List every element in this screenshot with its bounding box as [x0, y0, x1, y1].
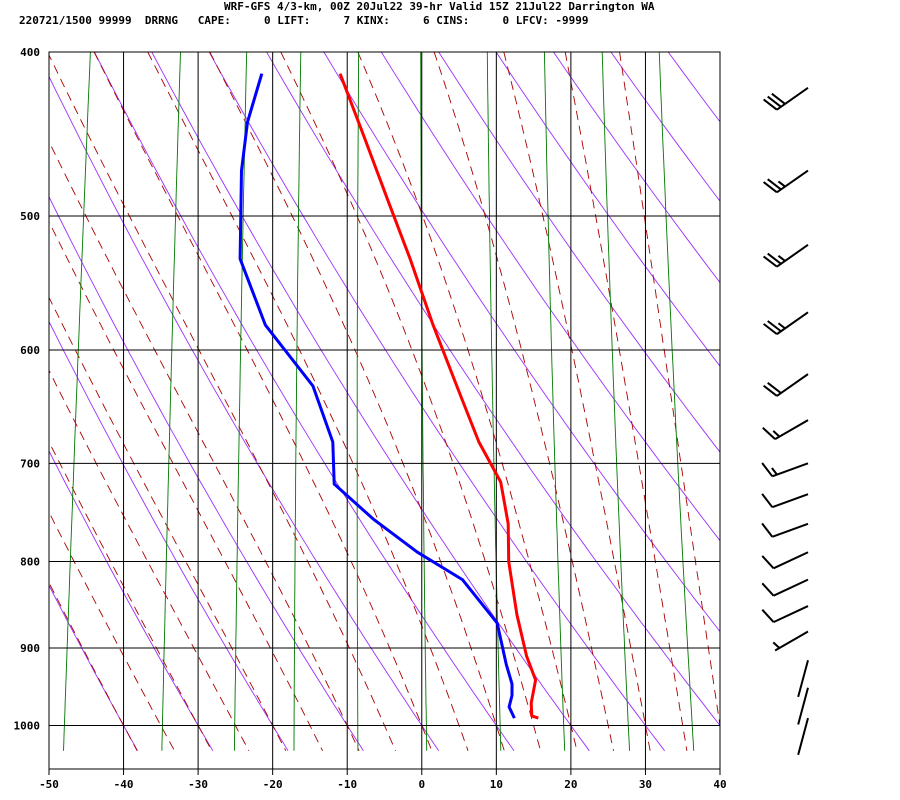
mixing-ratio-line: [293, 52, 302, 751]
dry-adiabat-line: [553, 52, 720, 284]
temperature-tick-label: -40: [114, 778, 134, 791]
plot-border: [48, 51, 721, 770]
sounding-traces: [238, 73, 539, 720]
wind-barbs: [761, 87, 809, 756]
pressure-tick-label: 800: [20, 555, 40, 568]
wind-barb: [761, 522, 809, 538]
isotherm-grid: [49, 52, 720, 769]
dry-adiabat-line: [266, 52, 720, 727]
dry-adiabat-line: [323, 52, 720, 633]
mixing-ratio-lines: [63, 52, 695, 751]
moist-adiabat-line: [503, 52, 651, 751]
moist-adiabat-line: [433, 52, 614, 751]
moist-adiabat-line: [49, 296, 287, 752]
moist-adiabat-line: [49, 581, 138, 752]
mixing-ratio-line: [601, 52, 630, 751]
mixing-ratio-line: [658, 52, 695, 751]
wind-barb: [762, 244, 809, 268]
moist-adiabat-line: [93, 52, 433, 751]
temperature-tick-label: 10: [490, 778, 503, 791]
moist-adiabat-line: [357, 52, 578, 751]
moist-adiabat-line: [49, 220, 324, 752]
dry-adiabat-line: [610, 52, 720, 202]
dry-adiabat-line: [438, 52, 720, 453]
wind-barb: [797, 687, 809, 725]
dry-adiabat-line: [495, 52, 720, 367]
temperature-tick-labels: -50 -40 -30 -20 -10 0 10 20 30 40: [39, 769, 727, 791]
wind-barb: [761, 462, 809, 478]
temperature-tick-label: 40: [713, 778, 726, 791]
wind-barb: [761, 551, 809, 570]
wind-barb: [762, 87, 809, 111]
wind-barb: [761, 493, 809, 509]
dry-adiabat-line: [93, 52, 515, 752]
pressure-tick-label: 600: [20, 344, 40, 357]
pressure-tick-label: 900: [20, 642, 40, 655]
dry-adiabat-line: [208, 52, 665, 752]
mixing-ratio-line: [356, 52, 360, 751]
moist-adiabat-line: [147, 52, 469, 751]
temperature-tick-label: 0: [418, 778, 425, 791]
wind-barb: [762, 373, 809, 397]
plot-frame: [48, 51, 721, 770]
mixing-ratio-line: [63, 52, 91, 751]
moist-adiabat-line: [49, 440, 213, 752]
dry-adiabat-line: [380, 52, 720, 542]
dry-adiabat-line: [49, 320, 289, 752]
moist-adiabat-line: [49, 369, 250, 752]
dry-adiabat-line: [726, 52, 900, 751]
pressure-tick-label: 1000: [14, 720, 41, 733]
temperature-trace: [338, 73, 539, 720]
pressure-tick-label: 400: [20, 46, 40, 59]
pressure-tick-labels: 400 500 600 700 800 900 1000: [14, 46, 41, 733]
temperature-tick-label: -30: [188, 778, 208, 791]
wind-barb: [772, 630, 809, 652]
wind-barb: [761, 578, 809, 597]
pressure-tick-label: 700: [20, 457, 40, 470]
header-indices-line: 220721/1500 99999 DRRNG CAPE: 0 LIFT: 7 …: [19, 14, 589, 27]
moist-adiabat-line: [49, 54, 396, 751]
wind-barb: [762, 169, 809, 194]
mixing-ratio-line: [161, 52, 181, 751]
isobar-grid: [49, 51, 720, 726]
mixing-ratio-line: [486, 52, 502, 751]
temperature-tick-label: -50: [39, 778, 59, 791]
header-title-line: WRF-GFS 4/3-km, 00Z 20Jul22 39-hr Valid …: [224, 0, 655, 13]
wind-barb: [762, 311, 809, 335]
dewpoint-trace: [238, 73, 516, 719]
moist-adiabat-line: [619, 52, 720, 729]
dry-adiabat-line: [49, 449, 214, 752]
moist-adiabat-line: [564, 52, 688, 751]
moist-adiabat-line: [280, 52, 542, 751]
wind-barb: [797, 717, 809, 756]
moist-adiabat-line: [49, 140, 360, 751]
temperature-tick-label: -20: [263, 778, 283, 791]
wind-barb: [797, 659, 809, 698]
moist-adiabats: [49, 52, 720, 752]
mixing-ratio-line: [543, 52, 566, 751]
dry-adiabat-line: [49, 584, 138, 752]
temperature-tick-label: -10: [337, 778, 357, 791]
dry-adiabat-line: [49, 195, 364, 752]
wind-barb: [762, 419, 809, 440]
temperature-tick-label: 30: [639, 778, 652, 791]
moist-adiabat-line: [209, 52, 505, 751]
dry-adiabat-line: [49, 75, 440, 752]
mixing-ratio-line: [233, 52, 248, 751]
pressure-tick-label: 500: [20, 210, 40, 223]
temperature-tick-label: 20: [564, 778, 577, 791]
dry-adiabats: [49, 52, 900, 752]
wind-barb: [761, 605, 809, 624]
